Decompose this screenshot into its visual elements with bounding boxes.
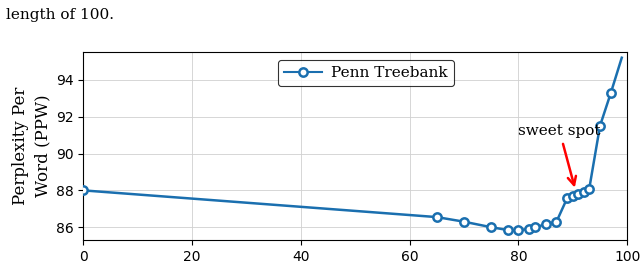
Y-axis label: Perplexity Per
Word (PPW): Perplexity Per Word (PPW) <box>12 87 52 205</box>
Text: length of 100.: length of 100. <box>6 8 115 22</box>
Legend: Penn Treebank: Penn Treebank <box>278 60 454 86</box>
Text: sweet spot: sweet spot <box>518 124 601 185</box>
